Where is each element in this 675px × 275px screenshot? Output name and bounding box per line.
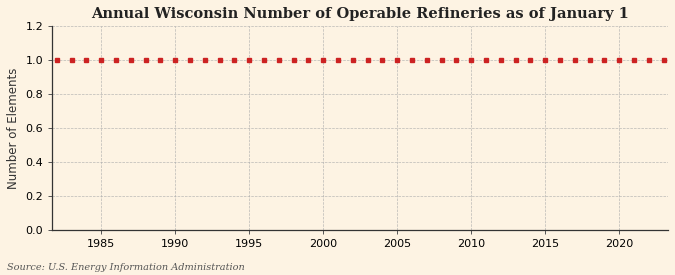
Title: Annual Wisconsin Number of Operable Refineries as of January 1: Annual Wisconsin Number of Operable Refi… xyxy=(91,7,629,21)
Text: Source: U.S. Energy Information Administration: Source: U.S. Energy Information Administ… xyxy=(7,263,244,272)
Y-axis label: Number of Elements: Number of Elements xyxy=(7,67,20,189)
